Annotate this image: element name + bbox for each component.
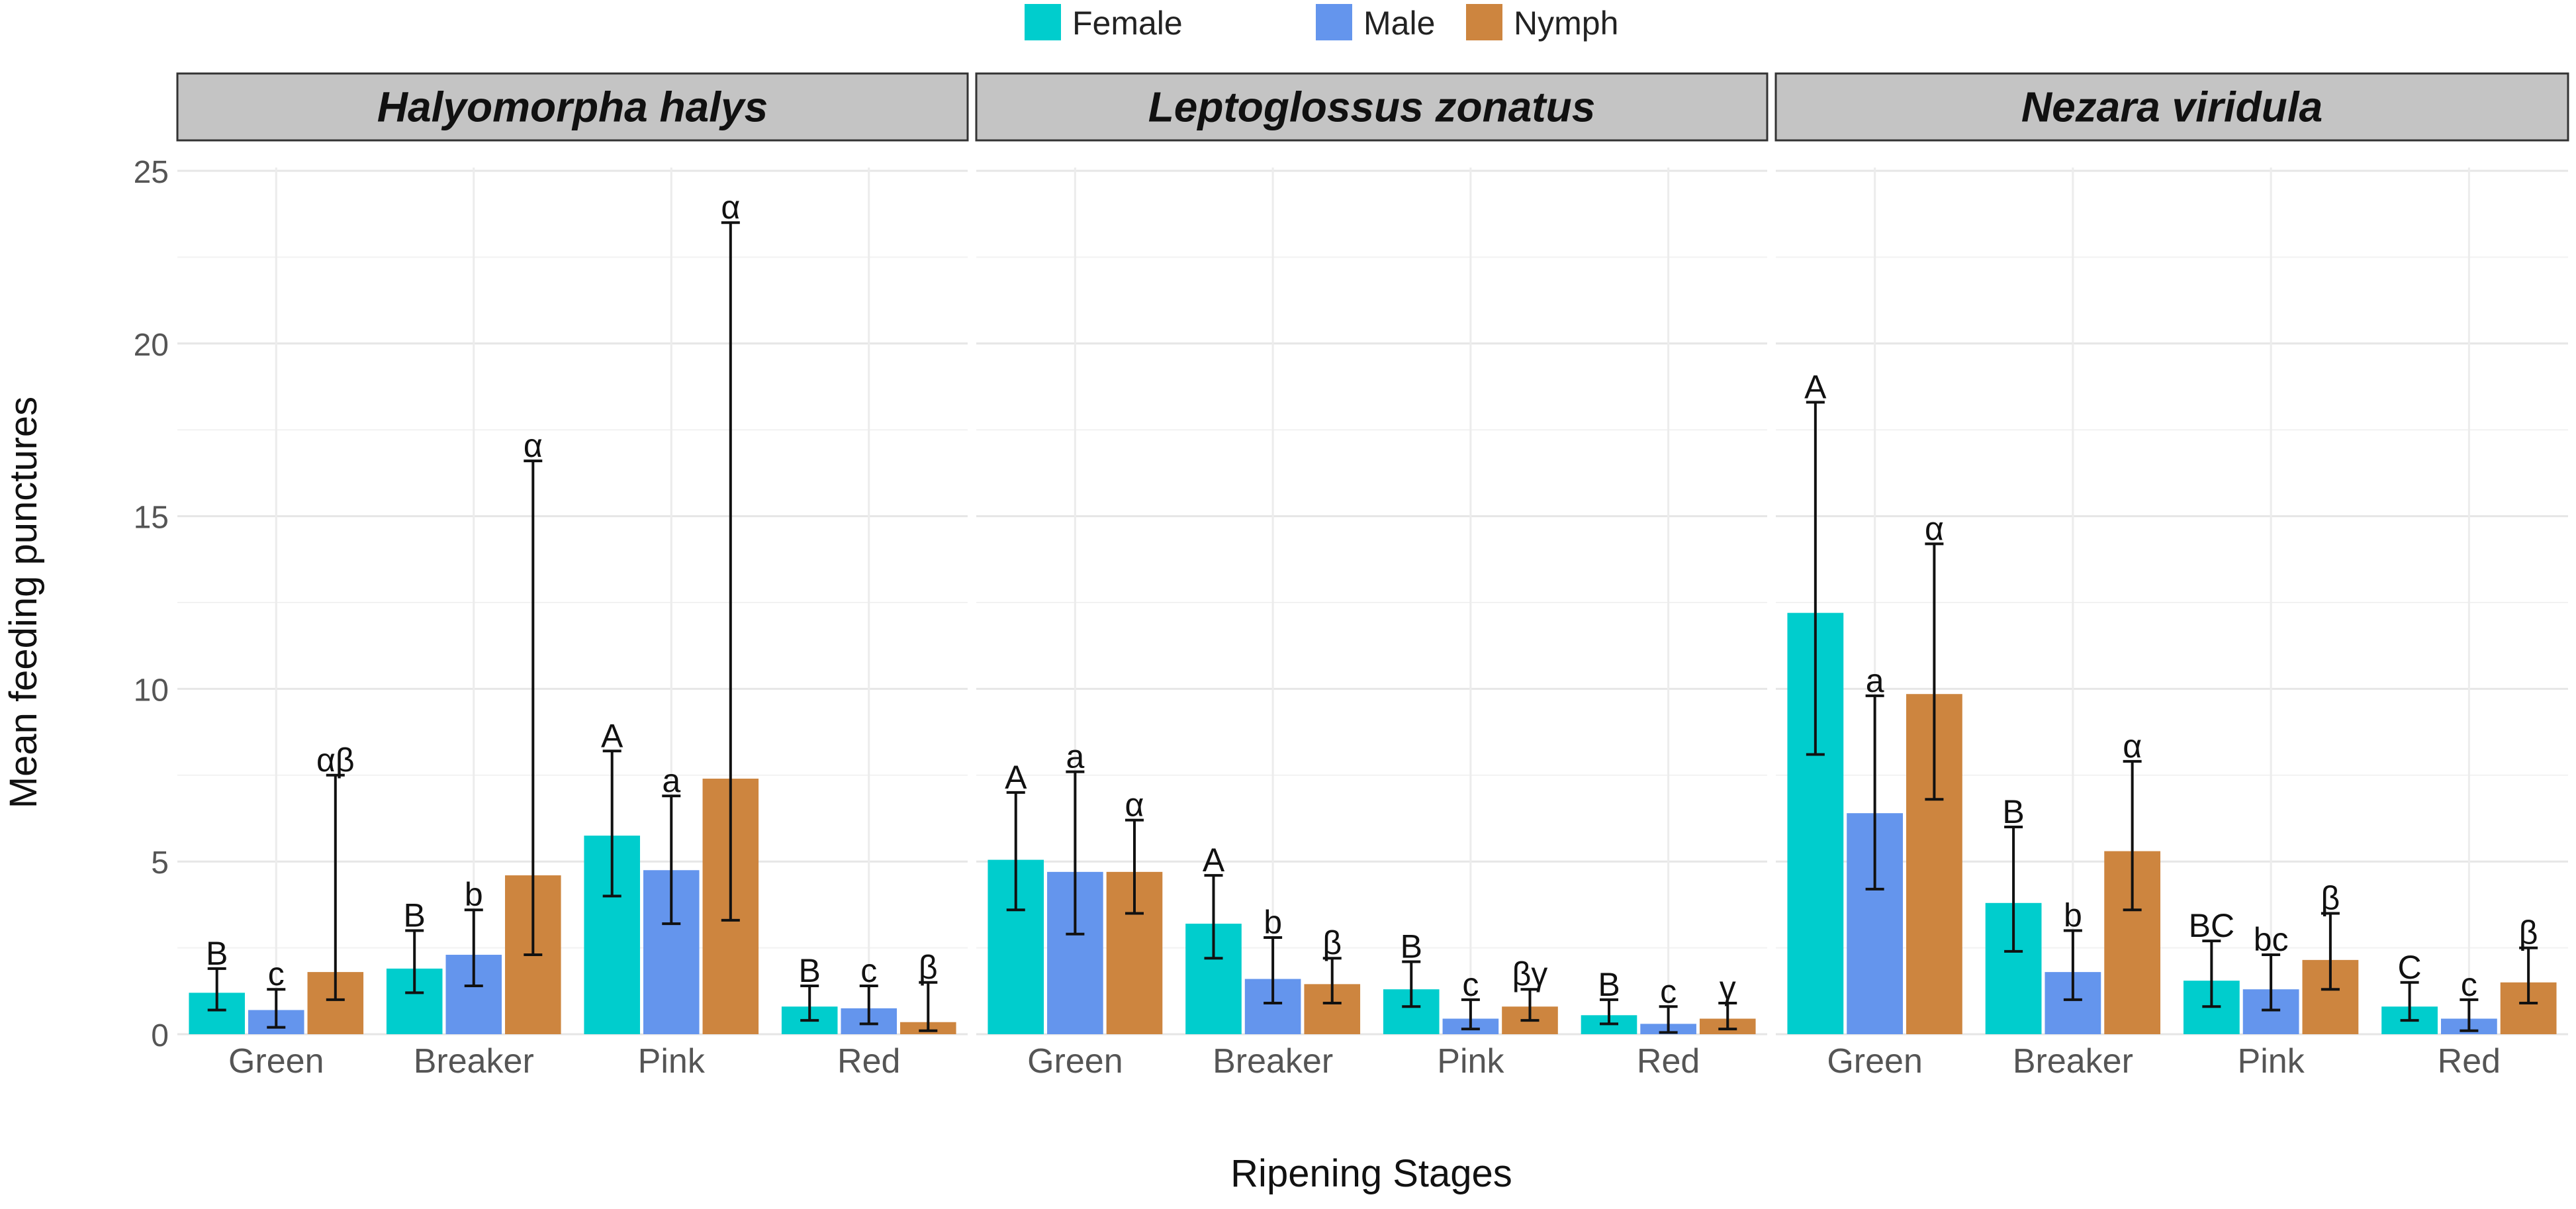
significance-letter-female-pink: B [1401,928,1422,965]
y-tick-label: 0 [151,1018,169,1053]
x-tick-label-pink: Pink [2238,1042,2305,1081]
significance-letter-male-breaker: b [2064,897,2082,934]
x-axis-title: Ripening Stages [1230,1152,1512,1195]
y-tick-label: 15 [134,501,169,536]
legend-swatch-female [1025,4,1061,40]
significance-letter-male-red: c [1660,973,1677,1010]
legend-label-female: Female [1072,5,1183,42]
x-tick-label-breaker: Breaker [414,1042,534,1081]
significance-letter-male-red: c [860,952,877,989]
significance-letter-male-pink: c [1462,966,1479,1003]
significance-letter-female-pink: A [601,717,623,754]
significance-letter-female-breaker: B [404,897,426,934]
significance-letter-male-green: c [268,955,285,992]
significance-letter-male-breaker: b [1264,904,1282,941]
significance-letter-nymph-breaker: α [524,427,543,464]
significance-letter-female-breaker: B [2002,793,2024,830]
legend-swatch-male [1316,4,1352,40]
x-tick-label-red: Red [1637,1042,1700,1081]
x-tick-label-green: Green [1027,1042,1123,1081]
significance-letter-female-red: B [799,952,821,989]
facet-strip-halyomorpha-halys [176,72,969,142]
x-tick-label-breaker: Breaker [1213,1042,1333,1081]
legend-label-nymph: Nymph [1514,5,1618,42]
significance-letter-male-red: c [2461,966,2477,1003]
x-tick-label-pink: Pink [638,1042,706,1081]
y-tick-label: 25 [134,155,169,190]
significance-letter-nymph-red: β [919,949,938,986]
facet-title-leptoglossus-zonatus: Leptoglossus zonatus [1148,83,1596,131]
legend-swatch-nymph [1466,4,1502,40]
significance-letter-nymph-green: α [1125,787,1144,824]
y-tick-label: 10 [134,673,169,708]
significance-letter-nymph-pink: β [2321,879,2340,916]
significance-letter-female-green: A [1804,368,1827,405]
significance-letter-female-breaker: A [1203,842,1225,879]
significance-letter-male-green: a [1866,662,1884,699]
significance-letter-nymph-green: α [1925,510,1944,547]
significance-letter-female-red: C [2398,949,2422,986]
x-tick-label-red: Red [2438,1042,2501,1081]
significance-letter-nymph-breaker: β [1322,924,1342,961]
legend: Female Male Nymph [1025,4,1618,42]
significance-letter-female-pink: BC [2189,907,2234,944]
y-tick-label: 20 [134,328,169,363]
significance-letter-female-green: A [1005,759,1027,796]
significance-letter-female-green: B [206,935,228,972]
significance-letter-nymph-pink: βγ [1512,955,1548,992]
significance-letter-nymph-green: αβ [316,742,355,779]
significance-letter-male-pink: bc [2254,921,2289,958]
significance-letter-male-pink: a [662,762,680,799]
x-tick-label-green: Green [228,1042,324,1081]
facet-strip-nezara-viridula [1774,72,2569,142]
legend-label-male: Male [1363,5,1435,42]
y-tick-label: 5 [151,846,169,881]
x-tick-label-green: Green [1827,1042,1923,1081]
y-axis-title: Mean feeding punctures [2,397,45,808]
facet-title-halyomorpha-halys: Halyomorpha halys [377,83,768,131]
significance-letter-nymph-red: β [2519,914,2538,951]
x-tick-label-pink: Pink [1437,1042,1504,1081]
significance-letter-nymph-pink: α [721,189,740,226]
x-tick-label-red: Red [837,1042,900,1081]
facet-title-nezara-viridula: Nezara viridula [2021,83,2323,131]
significance-letter-male-breaker: b [465,876,483,913]
x-tick-label-breaker: Breaker [2013,1042,2133,1081]
significance-letter-male-green: a [1066,738,1084,775]
significance-letter-female-red: B [1598,966,1620,1003]
facet-strip-leptoglossus-zonatus [975,72,1769,142]
significance-letter-nymph-red: γ [1720,969,1736,1006]
significance-letter-nymph-breaker: α [2123,728,2142,765]
